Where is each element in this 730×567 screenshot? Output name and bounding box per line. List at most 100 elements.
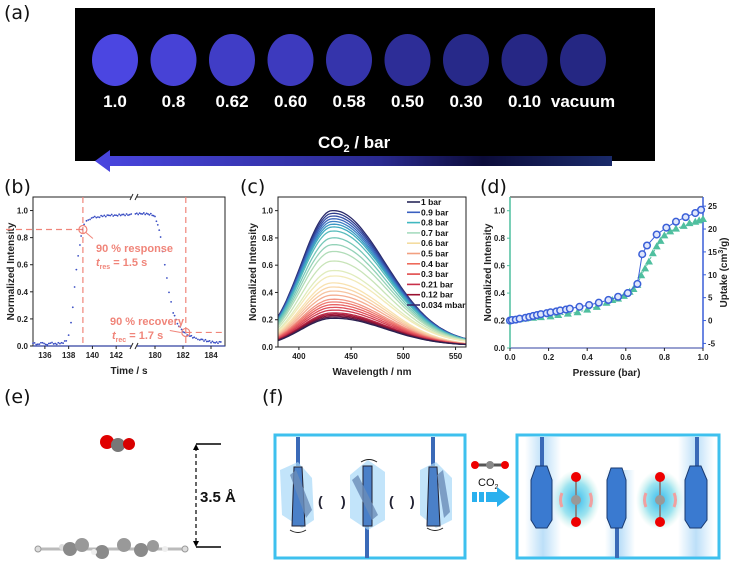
x-tick-label: 500 <box>397 352 411 361</box>
val: = 1.5 s <box>110 257 147 269</box>
intensity-point <box>644 257 653 265</box>
axis-break-mark <box>129 342 134 350</box>
data-point <box>215 341 218 343</box>
data-point <box>198 339 201 341</box>
intensity-point <box>671 224 680 232</box>
panel-label-b: (b) <box>4 176 31 198</box>
data-point <box>149 212 152 215</box>
data-point <box>154 215 156 218</box>
x-tick-label: 184 <box>204 351 218 360</box>
data-point <box>175 318 177 321</box>
data-point <box>195 337 197 340</box>
legend-label: 0.034 mbar <box>421 300 466 310</box>
data-point <box>103 214 106 217</box>
response-marker <box>78 224 88 235</box>
uptake-point <box>565 304 574 313</box>
data-point <box>60 341 63 344</box>
data-point <box>33 342 36 344</box>
y-left-axis-label: Normalized Intensity <box>483 223 494 321</box>
data-point <box>118 213 121 216</box>
data-point <box>44 343 47 346</box>
var: t <box>112 330 117 342</box>
x-tick-label: 550 <box>449 352 463 361</box>
x-axis-label: Pressure (bar) <box>573 368 641 379</box>
x-tick-label: 0.2 <box>543 353 555 362</box>
y-right-axis-label: Uptake (cm3/g) <box>718 237 730 307</box>
x-tick-label: 140 <box>86 351 100 360</box>
data-point <box>207 340 210 343</box>
axis-break-mark <box>129 193 134 201</box>
uptake-point <box>697 205 706 214</box>
panel-label-f: (f) <box>262 386 284 408</box>
arrow-label: CO2 / bar <box>318 133 391 155</box>
panel-label-e: (e) <box>4 386 31 408</box>
y-left-tick-label: 0.4 <box>494 289 506 298</box>
data-point <box>54 342 57 345</box>
y-right-tick-label: -5 <box>708 339 716 348</box>
data-point <box>217 342 219 345</box>
recovery-annotation: 90 % recovery <box>110 316 185 328</box>
x-tick-label: 1.0 <box>697 353 709 362</box>
data-point <box>137 213 140 216</box>
legend-label: 0.5 bar <box>421 249 449 259</box>
spectrum-curve <box>277 237 467 341</box>
data-point <box>200 338 203 341</box>
data-point <box>197 338 199 341</box>
y-tick-label: 0.0 <box>17 342 29 351</box>
x-tick-label: 0.8 <box>659 353 671 362</box>
y-left-tick-label: 0.8 <box>494 234 506 243</box>
intensity-point <box>652 242 661 250</box>
panel-e-molecule: 3.5 Å <box>34 435 236 559</box>
sample-disc <box>560 34 606 86</box>
legend-label: 0.4 bar <box>421 259 449 269</box>
sample-disc <box>501 34 548 86</box>
uptake-point <box>575 302 584 311</box>
data-point <box>92 216 95 219</box>
sample-pressure-label: 0.62 <box>215 92 248 111</box>
legend-label: 0.6 bar <box>421 238 449 248</box>
data-point <box>73 286 76 288</box>
data-point <box>36 343 39 346</box>
x-tick-label: 136 <box>38 351 52 360</box>
data-point <box>35 343 38 346</box>
data-point <box>141 213 144 215</box>
response-annotation: 90 % response <box>96 243 173 255</box>
distance-label: 3.5 Å <box>200 489 236 506</box>
data-point <box>156 223 159 226</box>
uptake-point <box>614 292 623 301</box>
data-point <box>140 212 142 215</box>
data-point <box>130 213 133 215</box>
data-point <box>147 213 149 215</box>
data-point <box>43 342 45 345</box>
data-point <box>142 212 145 214</box>
data-point <box>93 215 96 218</box>
data-point <box>138 212 141 215</box>
data-point <box>124 214 126 217</box>
sample-pressure-label: 0.30 <box>449 92 482 111</box>
data-point <box>40 341 42 344</box>
legend-label: 0.12 bar <box>421 290 454 300</box>
y-left-tick-label: 0.0 <box>494 344 506 353</box>
uptake-point <box>681 213 690 222</box>
data-point <box>152 214 155 217</box>
x-axis-label: Time / s <box>110 366 147 377</box>
uptake-point <box>662 223 671 232</box>
uptake-point <box>623 289 632 298</box>
rotating-rotors: ( ) ( ) <box>280 437 452 558</box>
data-point <box>183 331 186 334</box>
data-point <box>189 335 191 338</box>
data-point <box>163 263 166 266</box>
data-point <box>172 312 175 314</box>
axis-break-mark <box>134 193 139 201</box>
x-tick-label: 450 <box>344 352 358 361</box>
data-point <box>127 214 129 217</box>
legend-label: 0.8 bar <box>421 218 449 228</box>
uptake-point <box>594 298 603 307</box>
var: t <box>96 257 101 269</box>
data-point <box>173 314 176 317</box>
data-point <box>155 220 158 223</box>
y-tick-label: 0.8 <box>17 234 29 243</box>
y-tick-label: 1.0 <box>262 207 274 216</box>
sample-pressure-label: 0.58 <box>332 92 365 111</box>
